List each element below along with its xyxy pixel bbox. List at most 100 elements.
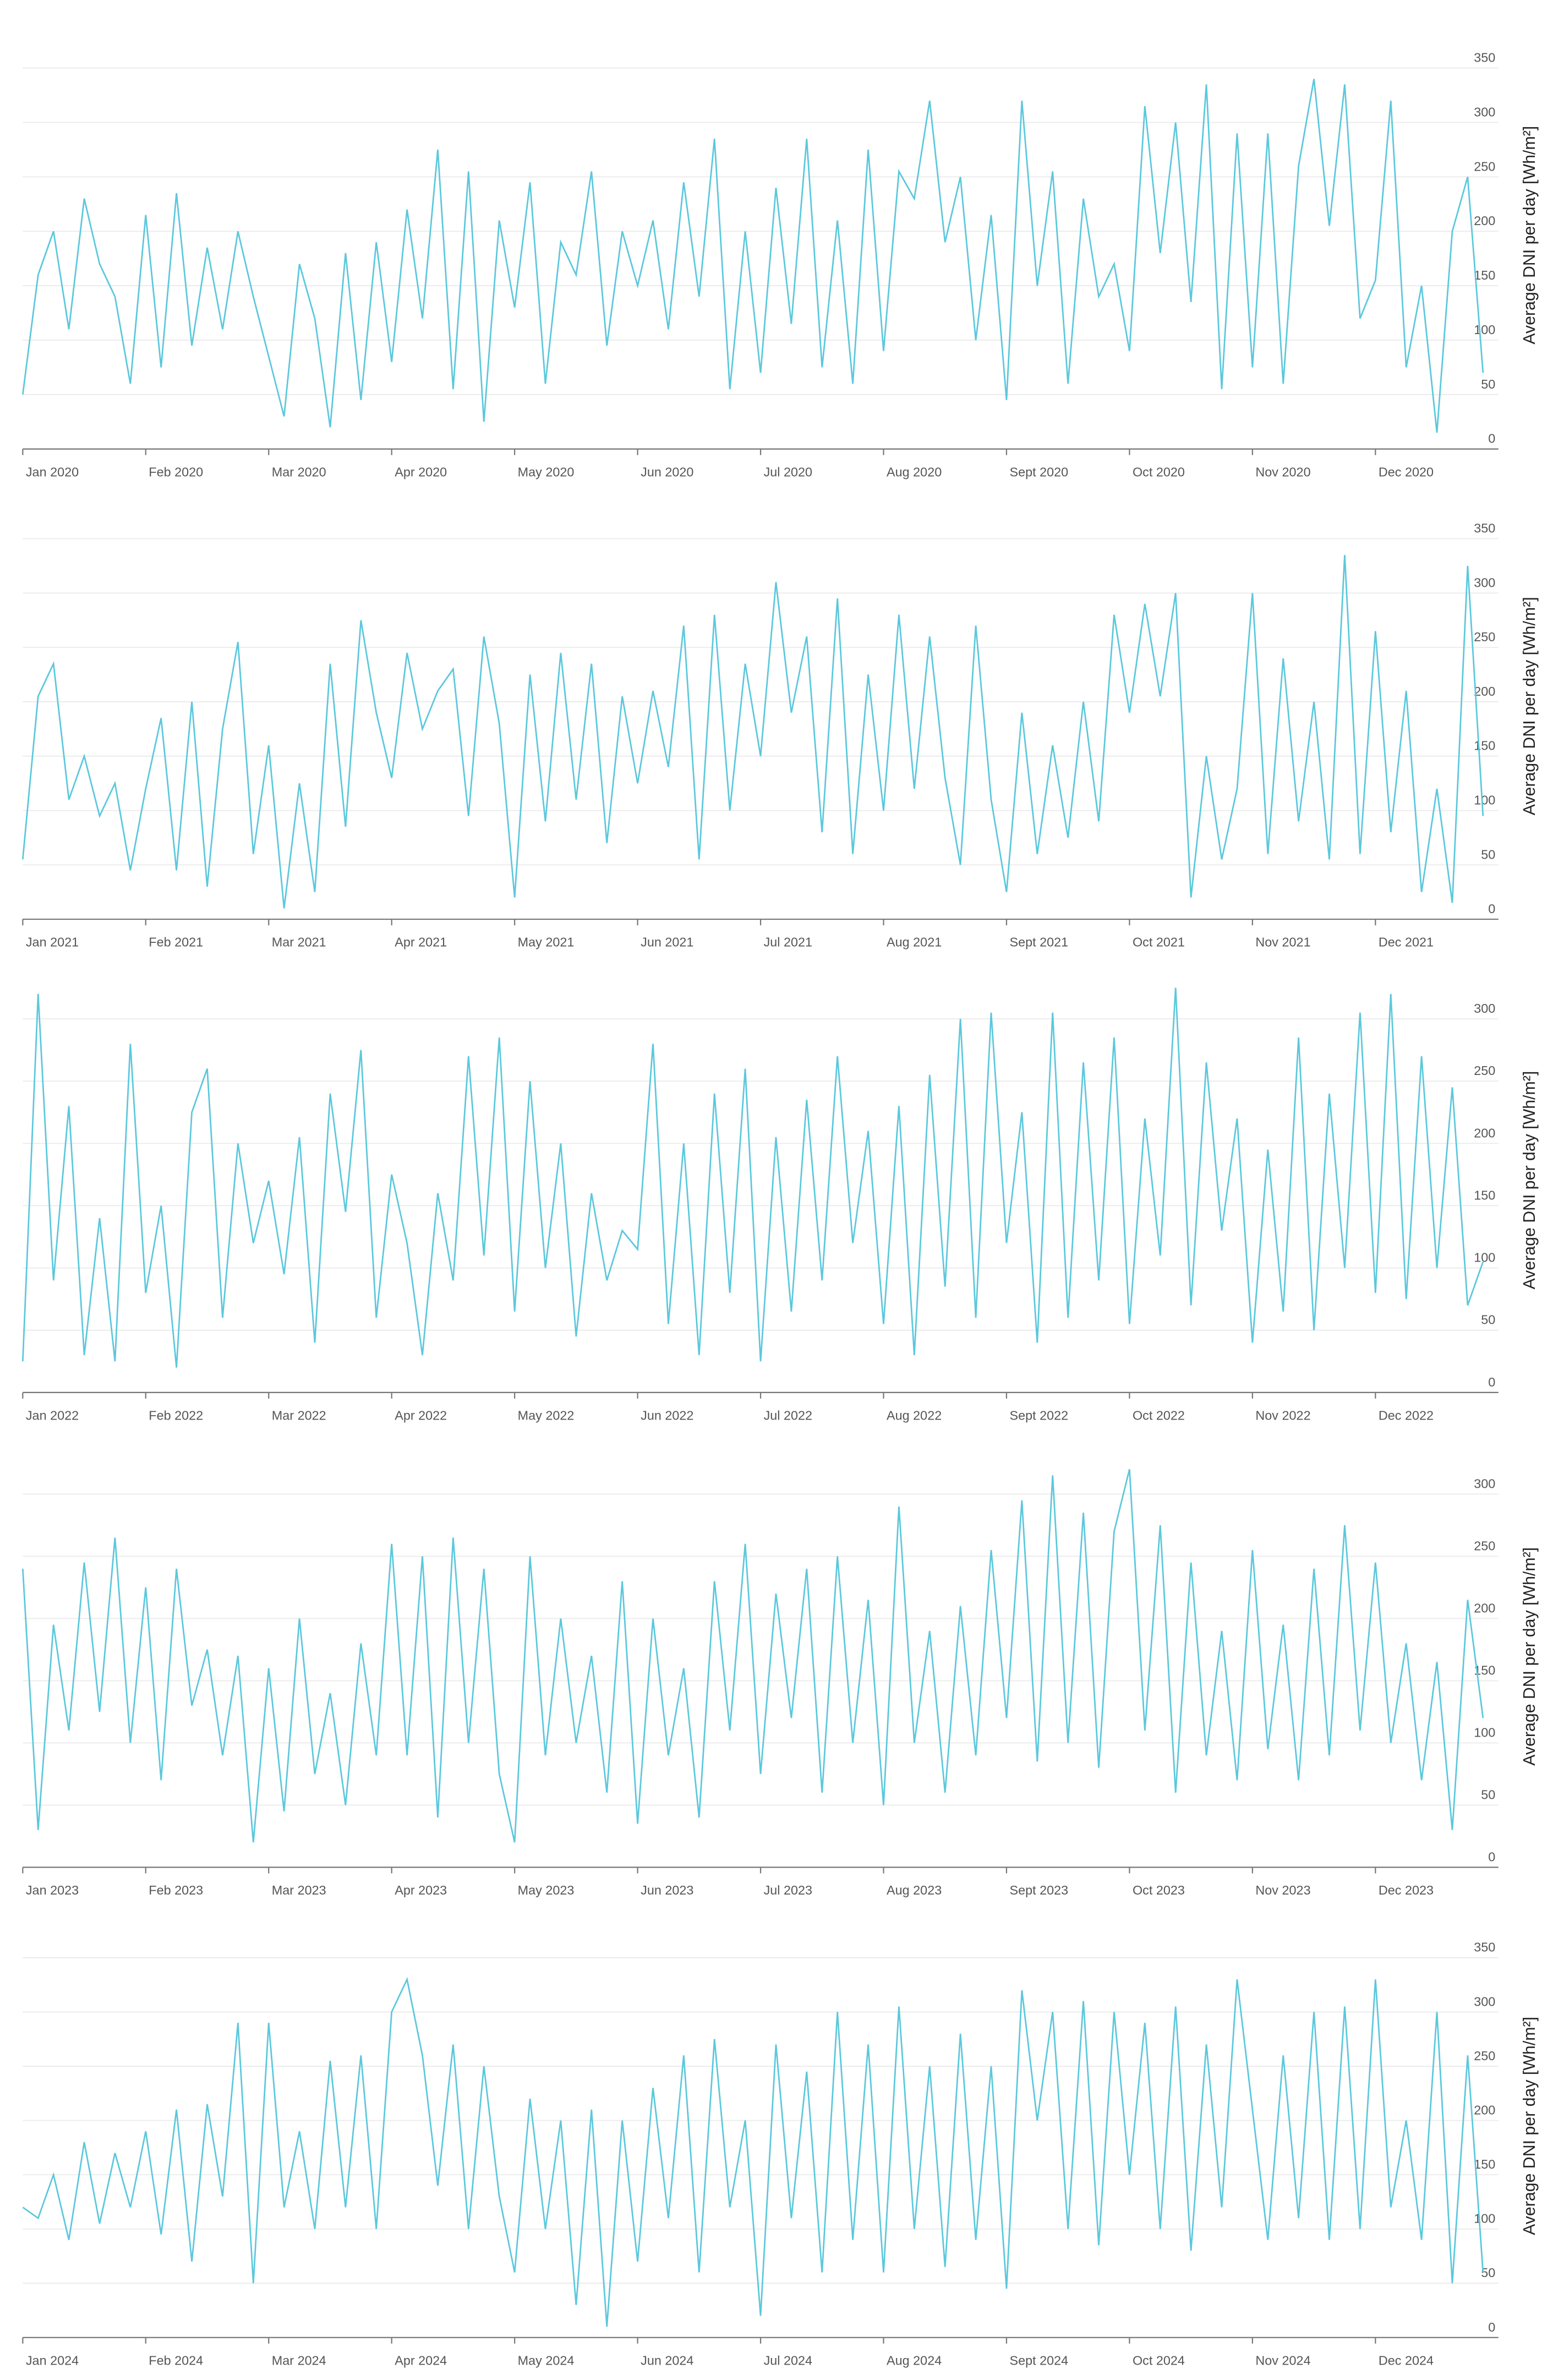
x-tick-label: May 2021: [518, 935, 575, 949]
x-tick-label: Jan 2020: [26, 465, 79, 479]
x-tick-label: Oct 2024: [1133, 2353, 1185, 2367]
x-tick-label: Sept 2020: [1009, 465, 1068, 479]
x-tick-label: Mar 2024: [272, 2353, 326, 2367]
x-tick-label: Nov 2023: [1255, 1883, 1310, 1897]
y-tick-label: 350: [1474, 521, 1495, 536]
x-tick-label: Nov 2021: [1255, 935, 1310, 949]
y-tick-label: 350: [1474, 1940, 1495, 1955]
y-axis-title: Average DNI per day [Wh/m²]: [1521, 1547, 1539, 1766]
x-tick-label: Jan 2022: [26, 1409, 79, 1423]
y-axis-title: Average DNI per day [Wh/m²]: [1521, 126, 1539, 345]
y-tick-label: 150: [1474, 739, 1495, 753]
x-tick-label: Aug 2021: [887, 935, 942, 949]
x-tick-label: Jul 2021: [764, 935, 813, 949]
x-tick-label: Jun 2020: [641, 465, 693, 479]
y-tick-label: 0: [1488, 902, 1495, 916]
y-tick-label: 100: [1474, 793, 1495, 807]
x-tick-label: Dec 2022: [1379, 1409, 1434, 1423]
x-tick-label: Apr 2020: [395, 465, 447, 479]
x-tick-label: Mar 2022: [272, 1409, 326, 1423]
x-tick-label: May 2020: [518, 465, 575, 479]
data-line: [21, 1469, 1484, 1843]
y-tick-label: 150: [1474, 268, 1495, 282]
x-tick-label: Feb 2023: [149, 1883, 203, 1897]
y-tick-label: 250: [1474, 630, 1495, 644]
y-tick-label: 300: [1474, 1001, 1495, 1016]
y-tick-label: 200: [1474, 1126, 1495, 1140]
data-line: [21, 987, 1484, 1368]
x-tick-label: Jun 2022: [641, 1409, 693, 1423]
x-tick-label: Jun 2021: [641, 935, 693, 949]
data-line: [22, 1977, 1484, 2327]
x-tick-label: May 2023: [518, 1883, 575, 1897]
x-tick-label: Jun 2023: [641, 1883, 693, 1897]
y-tick-label: 250: [1474, 1063, 1495, 1078]
x-tick-label: Nov 2022: [1255, 1409, 1310, 1423]
y-tick-label: 200: [1474, 1601, 1495, 1615]
x-tick-label: Dec 2023: [1379, 1883, 1434, 1897]
x-tick-label: Sept 2024: [1009, 2353, 1068, 2367]
x-tick-label: May 2022: [518, 1409, 575, 1423]
y-tick-label: 0: [1488, 1375, 1495, 1389]
data-line: [21, 555, 1484, 909]
y-tick-label: 100: [1474, 1251, 1495, 1265]
y-tick-label: 150: [1474, 2157, 1495, 2171]
y-tick-label: 50: [1481, 847, 1495, 861]
x-tick-label: Feb 2024: [149, 2353, 203, 2367]
x-tick-label: Dec 2021: [1379, 935, 1434, 949]
y-tick-label: 0: [1488, 432, 1495, 446]
x-tick-label: Oct 2021: [1133, 935, 1185, 949]
y-tick-label: 250: [1474, 2049, 1495, 2063]
x-tick-label: May 2024: [518, 2353, 575, 2367]
x-tick-label: Feb 2020: [149, 465, 203, 479]
x-tick-label: Mar 2023: [272, 1883, 326, 1897]
x-tick-label: Jul 2024: [764, 2353, 813, 2367]
x-tick-label: Oct 2022: [1133, 1409, 1185, 1423]
x-tick-label: Jun 2024: [641, 2353, 693, 2367]
x-tick-label: Jan 2024: [26, 2353, 79, 2367]
y-tick-label: 200: [1474, 684, 1495, 698]
y-tick-label: 0: [1488, 2320, 1495, 2334]
x-tick-label: Nov 2020: [1255, 465, 1310, 479]
y-tick-label: 100: [1474, 323, 1495, 337]
x-tick-label: Jul 2023: [764, 1883, 813, 1897]
y-axis-title: Average DNI per day [Wh/m²]: [1521, 1071, 1539, 1290]
x-tick-label: Jan 2023: [26, 1883, 79, 1897]
y-tick-label: 350: [1474, 51, 1495, 65]
x-tick-label: Sept 2021: [1009, 935, 1068, 949]
y-tick-label: 100: [1474, 1725, 1495, 1739]
x-tick-label: Oct 2023: [1133, 1883, 1185, 1897]
x-tick-label: Feb 2021: [149, 935, 203, 949]
x-tick-label: Apr 2024: [395, 2353, 447, 2367]
x-tick-label: Nov 2024: [1255, 2353, 1310, 2367]
x-tick-label: Apr 2023: [395, 1883, 447, 1897]
x-tick-label: Sept 2023: [1009, 1883, 1068, 1897]
y-tick-label: 200: [1474, 214, 1495, 228]
y-tick-label: 50: [1481, 1313, 1495, 1327]
y-tick-label: 200: [1474, 2103, 1495, 2117]
y-tick-label: 300: [1474, 1994, 1495, 2008]
data-line: [21, 79, 1484, 433]
x-tick-label: Sept 2022: [1009, 1409, 1068, 1423]
y-axis-title: Average DNI per day [Wh/m²]: [1521, 2017, 1539, 2235]
y-tick-label: 50: [1481, 1787, 1495, 1802]
x-tick-label: Aug 2020: [887, 465, 942, 479]
x-tick-label: Dec 2020: [1379, 465, 1434, 479]
y-tick-label: 0: [1488, 1849, 1495, 1864]
x-tick-label: Oct 2020: [1133, 465, 1185, 479]
y-tick-label: 300: [1474, 1476, 1495, 1491]
x-tick-label: Mar 2020: [272, 465, 326, 479]
y-tick-label: 250: [1474, 1538, 1495, 1553]
y-tick-label: 150: [1474, 1188, 1495, 1202]
y-tick-label: 100: [1474, 2212, 1495, 2226]
x-tick-label: Apr 2021: [395, 935, 447, 949]
x-tick-label: Aug 2022: [887, 1409, 942, 1423]
x-tick-label: Jul 2022: [764, 1409, 813, 1423]
y-axis-title: Average DNI per day [Wh/m²]: [1521, 597, 1539, 815]
y-tick-label: 300: [1474, 575, 1495, 589]
y-tick-label: 250: [1474, 159, 1495, 173]
x-tick-label: Feb 2022: [149, 1409, 203, 1423]
x-tick-label: Apr 2022: [395, 1409, 447, 1423]
